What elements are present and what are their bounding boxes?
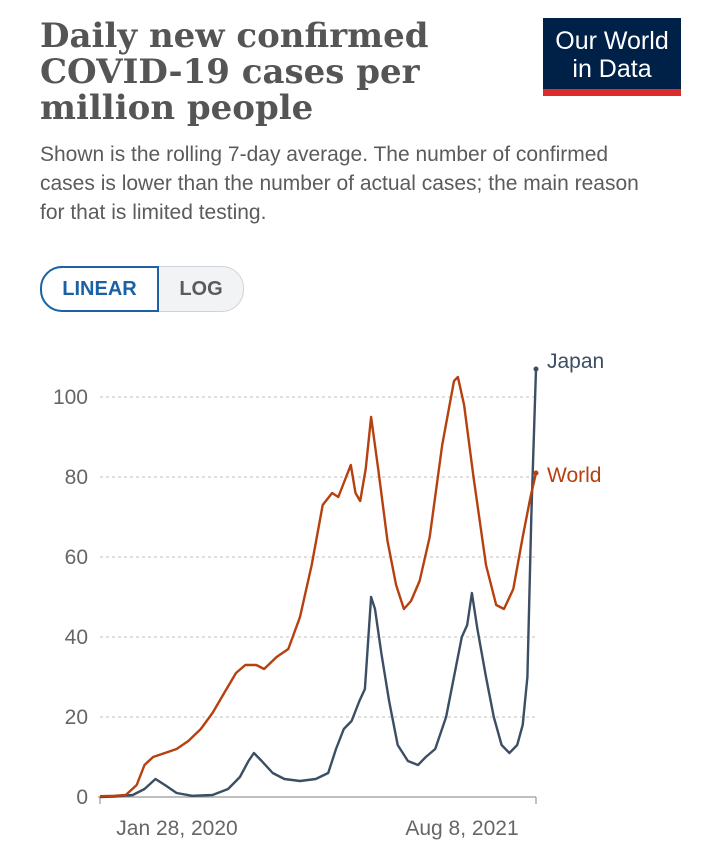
chart-title: Daily new confirmed COVID-19 cases per m… — [40, 16, 429, 128]
chart-subtitle: Shown is the rolling 7-day average. The … — [40, 143, 639, 224]
x-tick-label-end: Aug 8, 2021 — [405, 817, 518, 840]
scale-toggle: LINEAR LOG — [40, 266, 244, 312]
series-line-japan — [99, 368, 538, 799]
logo-line-2: in Data — [572, 55, 652, 83]
y-tick-label-100: 100 — [53, 386, 88, 409]
series-label-world: World — [547, 464, 601, 487]
y-tick-label-20: 20 — [65, 706, 88, 729]
y-tick-label-60: 60 — [65, 546, 88, 569]
our-world-in-data-logo[interactable]: Our World in Data — [543, 18, 681, 96]
y-tick-label-40: 40 — [65, 626, 88, 649]
y-tick-label-80: 80 — [65, 466, 88, 489]
log-scale-button[interactable]: LOG — [179, 278, 223, 300]
series-end-marker-world — [533, 470, 539, 476]
linear-scale-button[interactable]: LINEAR — [40, 266, 159, 312]
y-tick-label-0: 0 — [76, 786, 88, 809]
series-label-japan: Japan — [547, 350, 604, 373]
series-end-marker-japan — [533, 366, 539, 372]
line-chart: 0 20 40 60 80 100 Jan 28, 2020 Aug 8, 2021 Japan… — [53, 350, 604, 840]
series-line-world — [99, 375, 538, 798]
logo-red-bar — [543, 89, 681, 96]
x-tick-label-start: Jan 28, 2020 — [116, 817, 237, 840]
logo-line-1: Our World — [555, 27, 669, 55]
